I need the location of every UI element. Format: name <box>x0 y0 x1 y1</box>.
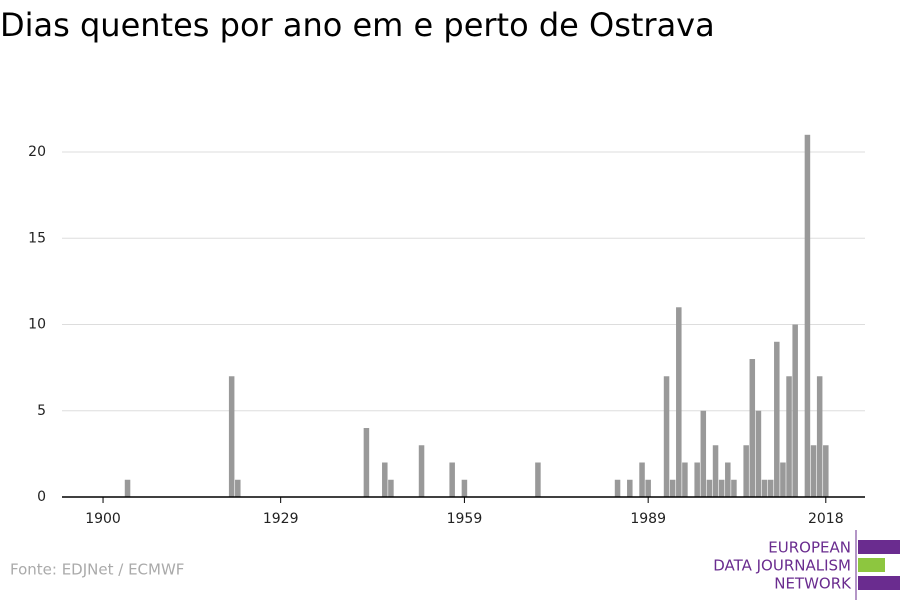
bar <box>731 479 737 497</box>
bar <box>725 462 731 497</box>
bar <box>124 479 131 497</box>
logo-bar <box>858 558 885 572</box>
bar <box>755 410 762 497</box>
bar <box>363 428 370 497</box>
x-tick-label: 1989 <box>630 511 666 527</box>
bar <box>792 324 798 497</box>
bar <box>761 479 768 497</box>
logo-bar <box>858 576 900 590</box>
bar <box>767 479 774 497</box>
y-tick-label: 15 <box>28 230 46 246</box>
bar <box>694 462 700 497</box>
bar <box>461 479 468 497</box>
bar <box>718 479 725 497</box>
bar <box>774 341 780 497</box>
chart-title: Dias quentes por ano em e perto de Ostra… <box>0 6 715 44</box>
bar <box>700 410 707 497</box>
bar <box>669 479 676 497</box>
bar <box>388 479 394 497</box>
bar <box>786 376 792 497</box>
bar <box>449 462 455 497</box>
bar <box>823 445 829 497</box>
source: Fonte: EDJNet / ECMWF <box>10 561 184 579</box>
bar <box>682 462 688 497</box>
logo-text: EUROPEAN <box>768 539 851 557</box>
bar <box>749 359 756 497</box>
x-tick-label: 1929 <box>263 511 299 527</box>
bar <box>627 479 633 497</box>
bar <box>804 134 811 498</box>
bar <box>663 376 670 497</box>
bar <box>712 445 719 497</box>
logo-text: DATA JOURNALISM <box>713 557 851 575</box>
bar <box>706 479 713 497</box>
bar <box>810 445 817 497</box>
bar <box>645 479 651 497</box>
x-tick-label: 2018 <box>808 511 844 527</box>
x-tick-label: 1959 <box>447 511 483 527</box>
y-tick-label: 0 <box>37 489 46 505</box>
bar <box>382 462 388 497</box>
bar <box>639 462 645 497</box>
bar <box>743 445 749 497</box>
y-tick-label: 10 <box>28 317 46 333</box>
bar <box>235 479 241 497</box>
bar <box>676 307 682 497</box>
y-tick-label: 20 <box>28 144 46 160</box>
bar <box>418 445 425 497</box>
x-tick-label: 1900 <box>85 511 121 527</box>
bar <box>816 376 823 497</box>
logo-bar <box>858 540 900 554</box>
bar <box>614 479 621 497</box>
logo-text: NETWORK <box>774 575 852 593</box>
bar <box>228 376 235 497</box>
bar <box>535 462 541 497</box>
y-tick-label: 5 <box>37 403 46 419</box>
bar <box>780 462 786 497</box>
